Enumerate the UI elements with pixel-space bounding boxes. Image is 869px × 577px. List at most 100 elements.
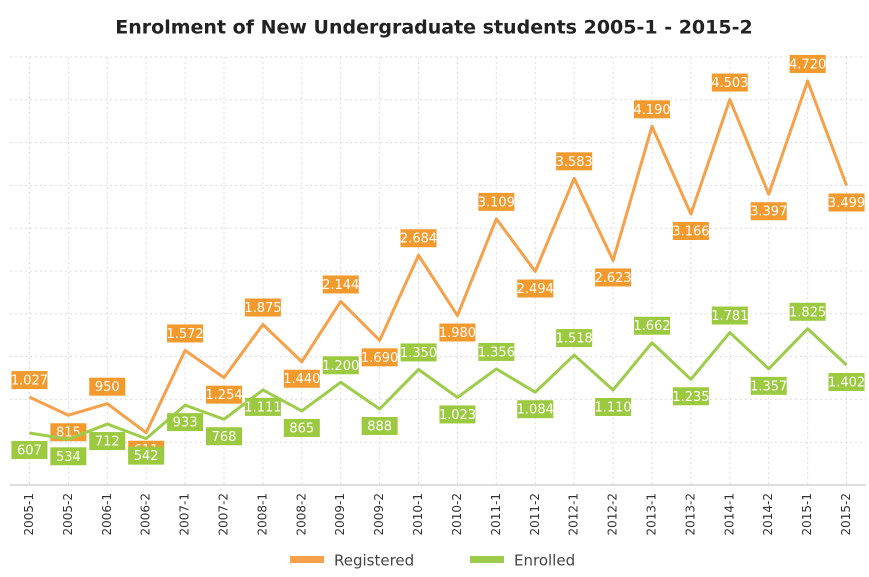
data-label-text: 1.023 — [439, 408, 476, 423]
data-label-box — [400, 229, 437, 248]
data-label-text: 4.720 — [789, 57, 826, 72]
data-label: 888 — [361, 416, 398, 435]
data-label-box — [50, 447, 87, 466]
data-label: 1.980 — [439, 323, 476, 342]
x-tick-label: 2011-1 — [489, 493, 503, 536]
data-label-text: 3.166 — [672, 224, 709, 239]
data-label: 1.781 — [711, 306, 748, 325]
data-label-text: 1.662 — [633, 319, 670, 334]
data-label-text: 4.503 — [711, 76, 748, 91]
data-label: 1.084 — [517, 400, 554, 419]
data-label: 1.402 — [828, 372, 865, 391]
data-label: 933 — [167, 413, 204, 432]
x-tick-label: 2009-2 — [372, 493, 386, 536]
data-label: 1.662 — [633, 316, 671, 335]
x-tick-label: 2005-1 — [22, 493, 36, 536]
data-label-box — [750, 202, 787, 221]
data-label-box — [789, 54, 826, 73]
data-label-box — [672, 387, 709, 406]
data-label-text: 1.357 — [750, 379, 787, 394]
data-label-box — [322, 275, 359, 294]
data-label: 1.350 — [400, 343, 437, 362]
data-label-box — [128, 446, 165, 465]
data-label: 1.027 — [11, 371, 48, 390]
data-label-text: 888 — [367, 419, 392, 434]
x-tick-label: 2015-2 — [839, 493, 853, 536]
data-label: 3.166 — [672, 221, 710, 240]
data-label: 865 — [283, 418, 320, 437]
data-label-text: 3.397 — [750, 205, 787, 220]
data-label: 712 — [89, 432, 126, 451]
data-label-text: 2.623 — [594, 271, 631, 286]
data-label-text: 1.690 — [361, 351, 398, 366]
data-label: 4.503 — [711, 73, 748, 92]
data-label-box — [556, 152, 593, 171]
data-label-box — [828, 372, 865, 391]
data-label-text: 534 — [56, 450, 81, 465]
x-tick-label: 2013-1 — [645, 493, 659, 536]
data-label-box — [634, 100, 670, 119]
data-label-text: 950 — [95, 380, 120, 395]
x-tick-label: 2008-2 — [294, 493, 308, 536]
data-label: 542 — [128, 446, 165, 465]
data-label-box — [283, 418, 320, 437]
x-tick-label: 2011-2 — [528, 493, 542, 536]
data-label: 1.235 — [672, 387, 710, 406]
chart-title: Enrolment of New Undergraduate students … — [115, 17, 752, 39]
data-label: 1.518 — [556, 329, 593, 348]
legend-label: Enrolled — [514, 552, 575, 570]
data-label-text: 1.781 — [711, 309, 748, 324]
data-label-box — [556, 329, 593, 348]
data-label-box — [11, 441, 48, 460]
data-label-text: 1.235 — [672, 390, 709, 405]
data-label-text: 1.875 — [244, 301, 281, 316]
data-label-text: 1.440 — [283, 372, 320, 387]
data-label-text: 1.572 — [166, 327, 203, 342]
legend-swatch — [470, 556, 504, 563]
data-label-text: 3.583 — [556, 155, 593, 170]
data-label-text: 1.027 — [11, 374, 48, 389]
data-label-text: 1.110 — [594, 400, 631, 415]
data-label-box — [711, 73, 748, 92]
data-label: 1.440 — [283, 369, 320, 388]
data-label-box — [789, 302, 826, 321]
series-line — [29, 327, 848, 441]
data-label-text: 1.356 — [478, 345, 515, 360]
data-label-box — [400, 343, 437, 362]
data-label-box — [478, 342, 515, 361]
x-tick-label: 2006-2 — [139, 493, 153, 536]
data-label: 1.356 — [478, 342, 515, 361]
data-label: 1.825 — [789, 302, 826, 321]
data-label: 534 — [50, 447, 87, 466]
data-label-box — [89, 432, 126, 451]
data-label: 1.200 — [322, 356, 359, 375]
data-label-box — [711, 306, 748, 325]
x-tick-label: 2012-2 — [606, 493, 620, 536]
data-label-box — [283, 369, 320, 388]
data-label: 4.720 — [789, 54, 826, 73]
data-label-box — [167, 413, 204, 432]
data-label: 2.494 — [517, 279, 554, 298]
data-label-text: 865 — [289, 421, 314, 436]
x-tick-label: 2014-2 — [761, 493, 775, 536]
data-label: 950 — [89, 377, 126, 396]
data-label-box — [89, 377, 126, 396]
x-tick-label: 2007-2 — [217, 493, 231, 536]
data-label-text: 768 — [212, 430, 237, 445]
legend-swatch — [290, 556, 324, 563]
data-label-text: 1.111 — [244, 400, 281, 415]
data-label: 768 — [206, 427, 242, 446]
x-tick-label: 2008-1 — [255, 493, 269, 536]
data-label: 1.254 — [205, 385, 243, 404]
data-label-box — [244, 298, 281, 317]
data-label-text: 712 — [95, 435, 120, 450]
data-label-box — [206, 385, 242, 404]
data-label-text: 3.109 — [478, 195, 515, 210]
data-label-text: 933 — [173, 416, 198, 431]
data-label: 4.190 — [633, 100, 671, 119]
data-label: 1.357 — [750, 376, 787, 395]
data-label: 607 — [11, 441, 48, 460]
data-label: 1.572 — [166, 324, 204, 343]
data-label-box — [634, 316, 670, 335]
data-label-box — [167, 324, 204, 343]
